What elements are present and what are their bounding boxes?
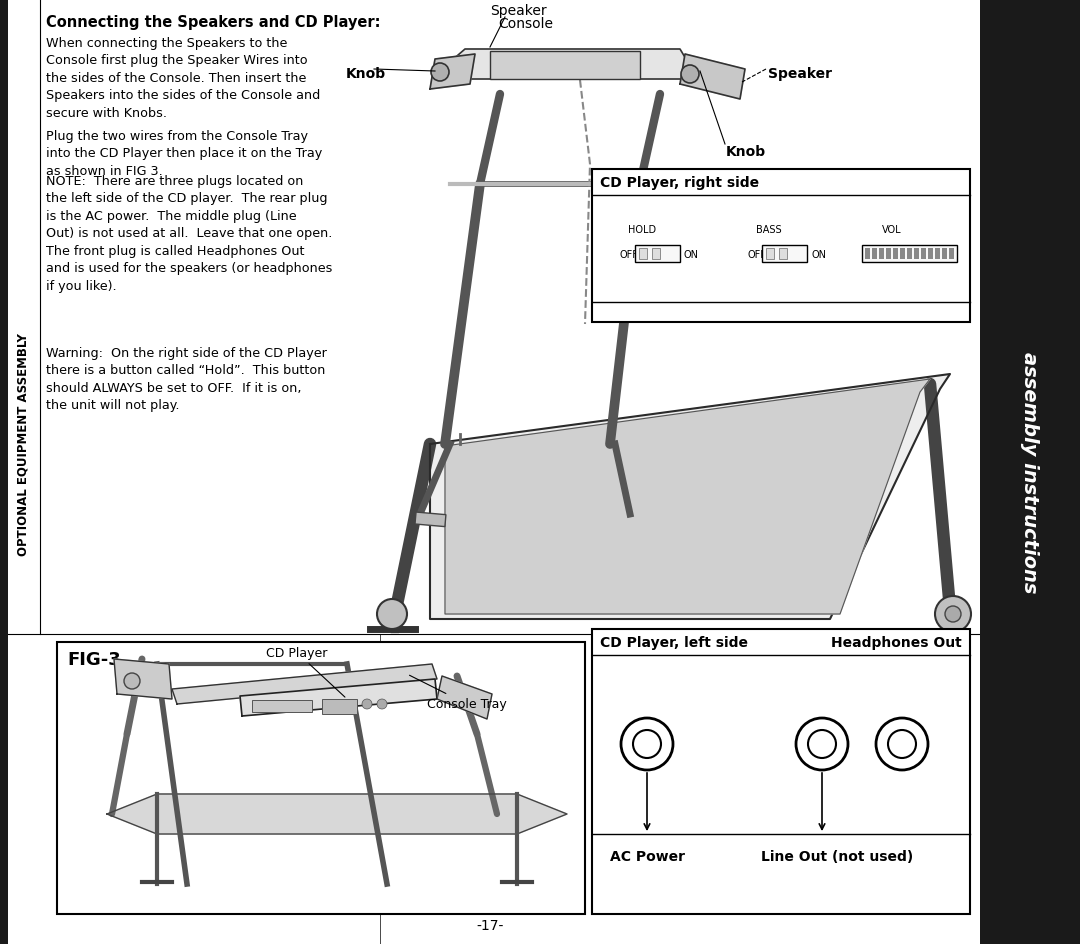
- Bar: [935, 248, 940, 260]
- Bar: [322, 700, 357, 715]
- Bar: [779, 248, 787, 260]
- Text: Connecting the Speakers and CD Player:: Connecting the Speakers and CD Player:: [46, 15, 380, 30]
- Bar: [893, 248, 897, 260]
- Text: Speaker: Speaker: [768, 67, 832, 81]
- Text: NOTE:  There are three plugs located on
the left side of the CD player.  The rea: NOTE: There are three plugs located on t…: [46, 175, 333, 293]
- Text: Knob: Knob: [346, 67, 387, 81]
- Polygon shape: [437, 676, 492, 719]
- Text: OFF: OFF: [747, 250, 766, 260]
- Polygon shape: [172, 665, 437, 704]
- Polygon shape: [114, 659, 172, 700]
- Bar: [490, 52, 640, 80]
- Text: Knob: Knob: [726, 144, 766, 159]
- Text: OFF: OFF: [620, 250, 639, 260]
- Text: Warning:  On the right side of the CD Player
there is a button called “Hold”.  T: Warning: On the right side of the CD Pla…: [46, 346, 327, 413]
- Text: ON: ON: [811, 250, 826, 260]
- Text: BASS: BASS: [756, 225, 782, 235]
- Circle shape: [876, 718, 928, 770]
- Polygon shape: [430, 375, 950, 619]
- Circle shape: [935, 597, 971, 632]
- Text: Console: Console: [498, 17, 553, 31]
- Text: OPTIONAL EQUIPMENT ASSEMBLY: OPTIONAL EQUIPMENT ASSEMBLY: [16, 333, 29, 556]
- Polygon shape: [680, 55, 745, 100]
- Circle shape: [377, 700, 387, 709]
- Bar: [592, 630, 970, 914]
- Circle shape: [796, 718, 848, 770]
- Circle shape: [681, 66, 699, 84]
- Bar: [652, 248, 660, 260]
- Bar: [942, 248, 947, 260]
- Circle shape: [431, 64, 449, 82]
- Text: CD Player, left side: CD Player, left side: [600, 635, 748, 649]
- Bar: [907, 248, 912, 260]
- Circle shape: [621, 718, 673, 770]
- Text: assembly instructions: assembly instructions: [1021, 352, 1039, 593]
- Circle shape: [808, 731, 836, 758]
- Circle shape: [377, 599, 407, 630]
- Text: AC Power: AC Power: [609, 849, 685, 863]
- Bar: [949, 248, 954, 260]
- Bar: [865, 248, 870, 260]
- Polygon shape: [445, 379, 930, 615]
- Bar: [980, 0, 1080, 944]
- Bar: [928, 248, 933, 260]
- Bar: [639, 248, 647, 260]
- Bar: [762, 245, 807, 262]
- Polygon shape: [450, 50, 696, 80]
- Bar: [252, 700, 312, 712]
- Bar: [900, 248, 905, 260]
- Polygon shape: [240, 680, 437, 716]
- Text: FIG-3: FIG-3: [67, 650, 121, 668]
- Text: Headphones Out: Headphones Out: [832, 635, 962, 649]
- Text: VOL: VOL: [882, 225, 902, 235]
- Text: Console Tray: Console Tray: [409, 676, 507, 711]
- Text: Line Out (not used): Line Out (not used): [761, 849, 913, 863]
- Polygon shape: [107, 794, 567, 834]
- Circle shape: [362, 700, 372, 709]
- Bar: [886, 248, 891, 260]
- Text: When connecting the Speakers to the
Console first plug the Speaker Wires into
th: When connecting the Speakers to the Cons…: [46, 37, 321, 120]
- Bar: [57, 642, 585, 914]
- Text: HOLD: HOLD: [627, 225, 656, 235]
- Circle shape: [945, 606, 961, 622]
- Text: CD Player, right side: CD Player, right side: [600, 176, 759, 190]
- Circle shape: [888, 731, 916, 758]
- Circle shape: [124, 673, 140, 689]
- Bar: [921, 248, 926, 260]
- Polygon shape: [430, 55, 475, 90]
- Text: ON: ON: [684, 250, 699, 260]
- Text: Plug the two wires from the Console Tray
into the CD Player then place it on the: Plug the two wires from the Console Tray…: [46, 130, 322, 177]
- Bar: [914, 248, 919, 260]
- Bar: [592, 170, 970, 323]
- Text: CD Player: CD Player: [267, 647, 345, 698]
- Bar: [766, 248, 774, 260]
- Bar: [0, 0, 8, 944]
- Bar: [415, 513, 446, 527]
- Bar: [862, 245, 957, 262]
- Text: -17-: -17-: [476, 918, 503, 932]
- Text: Speaker: Speaker: [490, 4, 546, 18]
- Bar: [872, 248, 877, 260]
- Bar: [635, 245, 680, 262]
- Bar: [879, 248, 885, 260]
- Circle shape: [633, 731, 661, 758]
